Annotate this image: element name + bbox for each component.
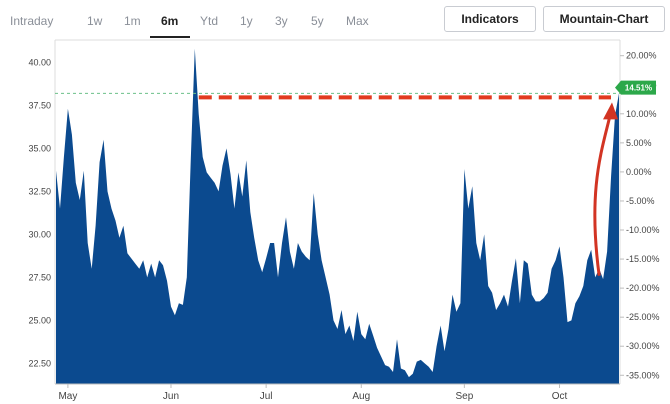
tab-1m[interactable]: 1m: [124, 14, 141, 28]
y-left-tick: 37.50: [28, 100, 51, 110]
tab-5y[interactable]: 5y: [311, 14, 324, 28]
y-right-tick: 0.00%: [626, 167, 652, 177]
indicators-button[interactable]: Indicators: [444, 6, 536, 32]
tab-6m[interactable]: 6m: [161, 14, 179, 28]
tab-1w[interactable]: 1w: [87, 14, 103, 28]
y-right-tick: -10.00%: [626, 225, 660, 235]
tab-1y[interactable]: 1y: [240, 14, 253, 28]
y-left-tick: 35.00: [28, 143, 51, 153]
y-right-tick: -30.00%: [626, 341, 660, 351]
y-left-tick: 25.00: [28, 315, 51, 325]
tab-3y[interactable]: 3y: [275, 14, 288, 28]
y-right-tick: -35.00%: [626, 370, 660, 380]
red-curved-arrow: [593, 110, 613, 276]
badge-shape: [615, 80, 656, 95]
last-value-badge: 14.51%: [615, 80, 656, 95]
y-left-tick: 22.50: [28, 358, 51, 368]
tab-max[interactable]: Max: [346, 14, 369, 28]
x-tick-label: Jul: [260, 391, 273, 402]
y-left-tick: 32.50: [28, 186, 51, 196]
arrowhead-icon: [603, 102, 618, 120]
y-right-tick: 20.00%: [626, 51, 657, 61]
range-tabs: Intraday 1w 1m 6m Ytd 1y 3y 5y Max: [0, 0, 430, 40]
y-left-tick: 40.00: [28, 57, 51, 67]
x-tick-label: Sep: [455, 391, 473, 402]
y-right-tick: -20.00%: [626, 283, 660, 293]
y-left-tick: 27.50: [28, 272, 51, 282]
active-tab-underline: [150, 36, 190, 38]
x-tick-label: Jun: [163, 391, 179, 402]
y-right-tick: -15.00%: [626, 254, 660, 264]
y-right-tick: 10.00%: [626, 109, 657, 119]
tab-intraday[interactable]: Intraday: [10, 14, 54, 28]
y-right-tick: -5.00%: [626, 196, 655, 206]
price-area: [56, 48, 619, 384]
mountain-chart-button[interactable]: Mountain-Chart: [543, 6, 665, 32]
x-tick-label: Oct: [552, 391, 568, 402]
x-tick-label: May: [58, 391, 77, 402]
y-left-tick: 30.00: [28, 229, 51, 239]
tab-ytd[interactable]: Ytd: [200, 14, 219, 28]
badge-label: 14.51%: [625, 84, 652, 93]
y-right-tick: -25.00%: [626, 312, 660, 322]
y-right-tick: 5.00%: [626, 138, 652, 148]
x-tick-label: Aug: [352, 391, 370, 402]
